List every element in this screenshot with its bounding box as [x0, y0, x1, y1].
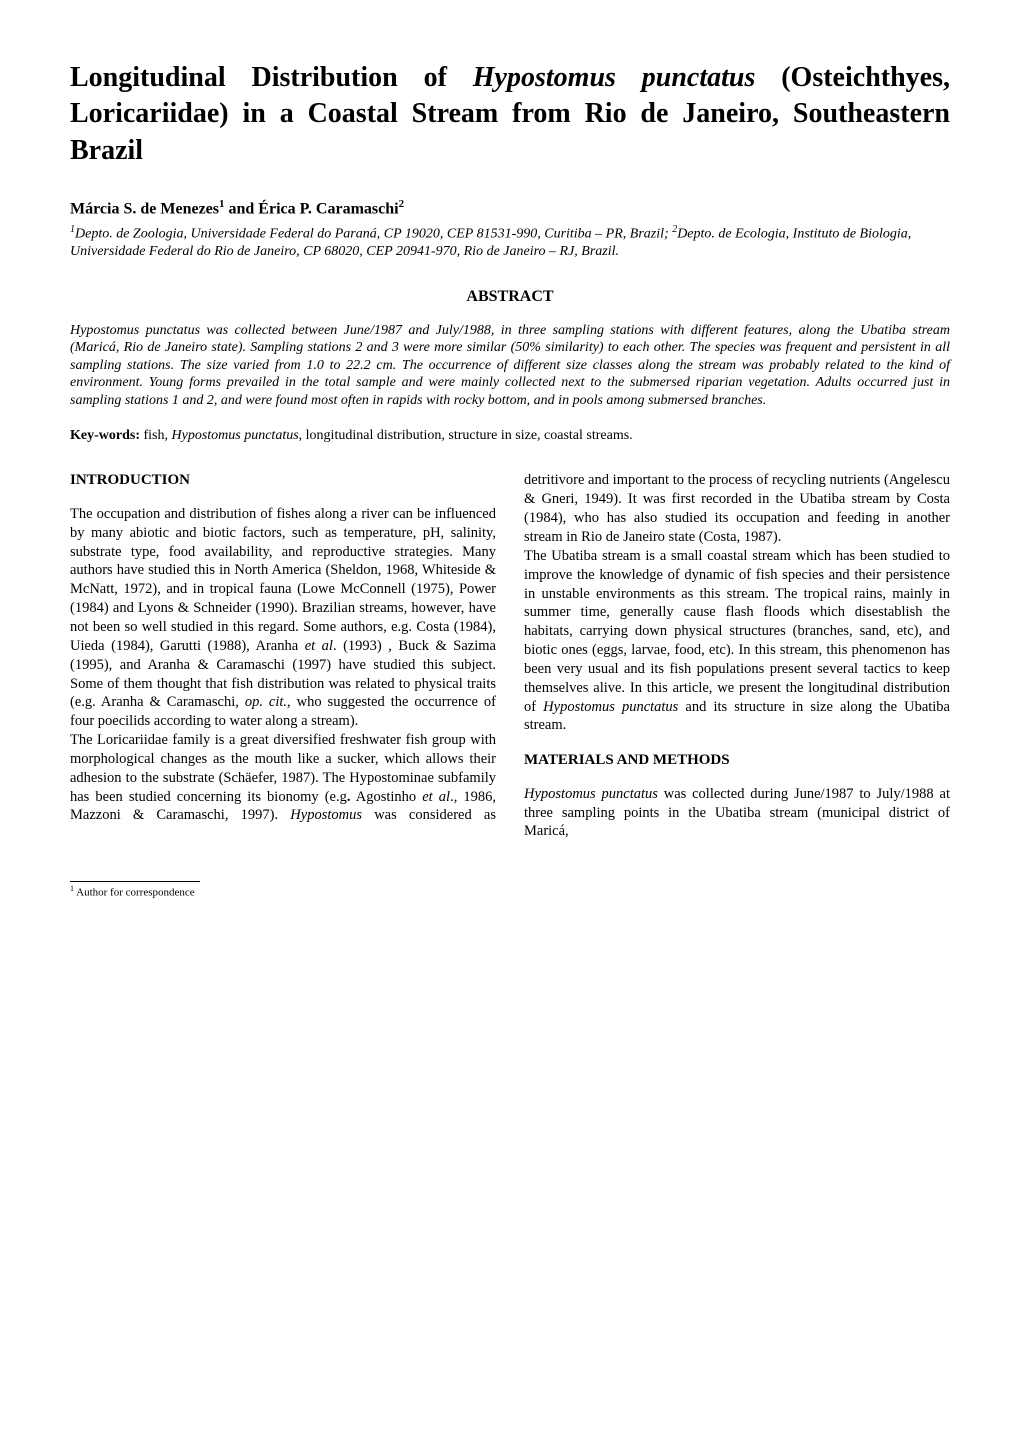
- methods-heading: MATERIALS AND METHODS: [524, 751, 950, 771]
- keywords-label: Key-words:: [70, 428, 140, 443]
- paper-title: Longitudinal Distribution of Hypostomus …: [70, 60, 950, 169]
- keywords-line: Key-words: fish, Hypostomus punctatus, l…: [70, 427, 950, 445]
- keywords-text: fish, Hypostomus punctatus, longitudinal…: [140, 428, 633, 443]
- footnote-rule: [70, 881, 200, 882]
- introduction-heading: INTRODUCTION: [70, 471, 496, 491]
- affiliations: 1Depto. de Zoologia, Universidade Federa…: [70, 224, 950, 261]
- abstract-body: Hypostomus punctatus was collected betwe…: [70, 322, 950, 410]
- body-columns: INTRODUCTION The occupation and distribu…: [70, 471, 950, 841]
- methods-paragraph-1: Hypostomus punctatus was collected durin…: [524, 785, 950, 842]
- abstract-heading: ABSTRACT: [70, 287, 950, 308]
- authors-line: Márcia S. de Menezes1 and Érica P. Caram…: [70, 197, 950, 220]
- intro-paragraph-1: The occupation and distribution of fishe…: [70, 505, 496, 731]
- intro-paragraph-3: The Ubatiba stream is a small coastal st…: [524, 547, 950, 735]
- footnote-author-correspondence: 1 Author for correspondence: [70, 884, 950, 900]
